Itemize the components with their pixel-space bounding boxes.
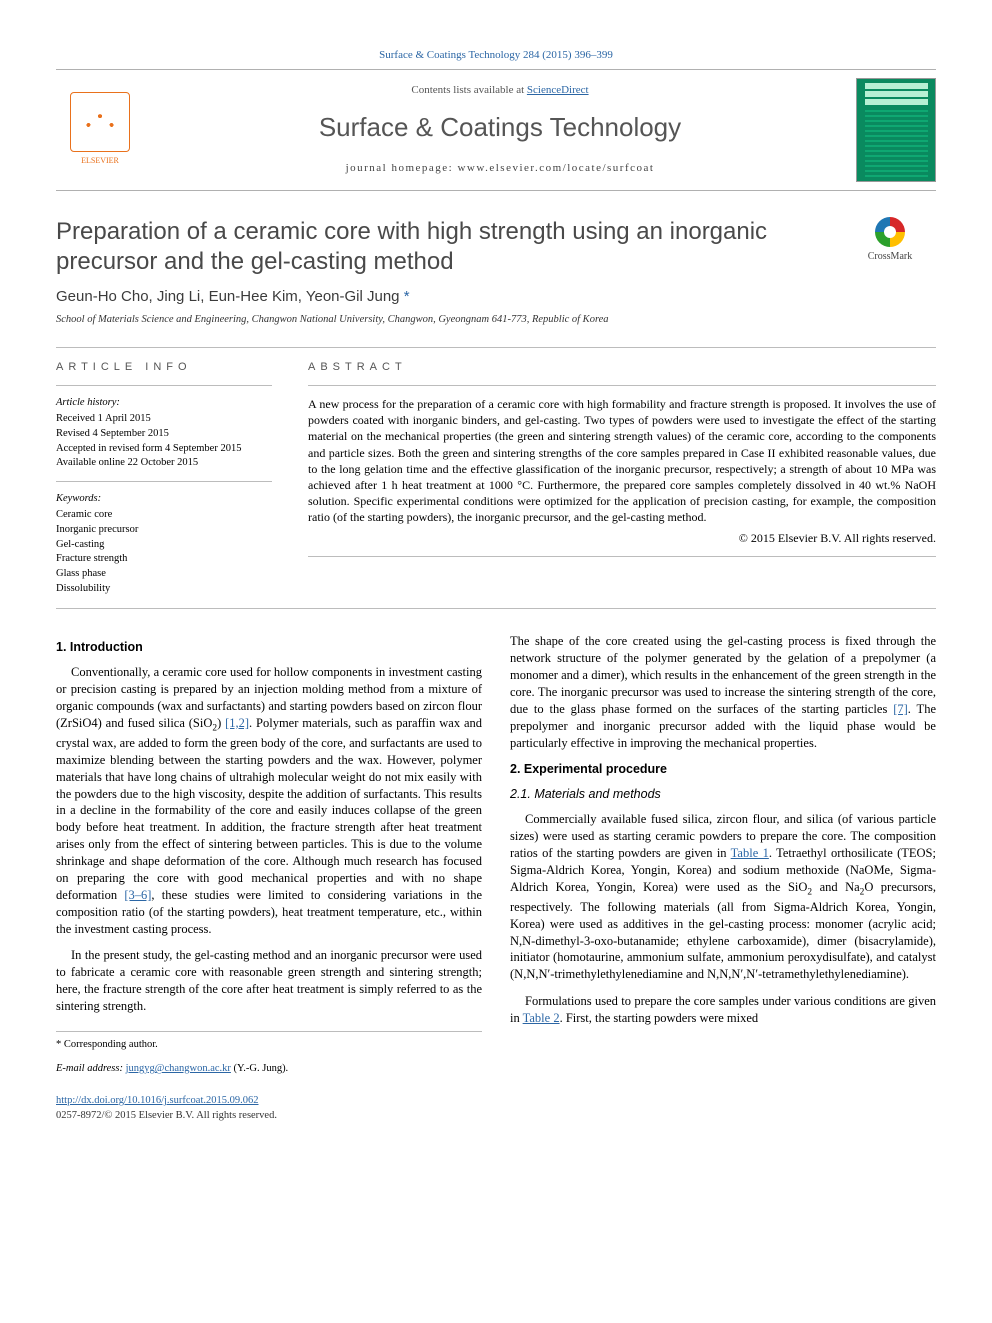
article-meta-row: article info Article history: Received 1… (56, 347, 936, 609)
keyword: Inorganic precursor (56, 523, 272, 538)
crossmark-badge[interactable]: CrossMark (844, 217, 936, 264)
page: Surface & Coatings Technology 284 (2015)… (0, 0, 992, 1163)
article-body: 1. Introduction Conventionally, a cerami… (56, 633, 936, 1076)
history-item: Revised 4 September 2015 (56, 427, 272, 442)
keywords-list: Ceramic core Inorganic precursor Gel-cas… (56, 508, 272, 596)
abstract-heading: abstract (308, 360, 936, 375)
abstract-column: abstract A new process for the preparati… (288, 348, 936, 608)
divider (56, 481, 272, 482)
section-heading-intro: 1. Introduction (56, 639, 482, 656)
keyword: Glass phase (56, 567, 272, 582)
corr-asterisk: * (56, 1039, 64, 1050)
title-row: Preparation of a ceramic core with high … (56, 217, 936, 277)
crossmark-icon (875, 217, 905, 247)
header-center: Contents lists available at ScienceDirec… (144, 83, 856, 176)
divider (308, 556, 936, 557)
body-text: The shape of the core created using the … (510, 634, 936, 716)
article-history: Received 1 April 2015 Revised 4 Septembe… (56, 412, 272, 471)
section-heading-experimental: 2. Experimental procedure (510, 761, 936, 778)
author-list: Geun-Ho Cho, Jing Li, Eun-Hee Kim, Yeon-… (56, 287, 936, 307)
body-text: ) (217, 716, 225, 730)
body-paragraph: The shape of the core created using the … (510, 633, 936, 751)
homepage-prefix: journal homepage: (346, 162, 458, 174)
body-text: . Polymer materials, such as paraffin wa… (56, 716, 482, 902)
keyword: Dissolubility (56, 582, 272, 597)
body-text: and Na (812, 880, 860, 894)
corr-footnote: * Corresponding author. (56, 1038, 482, 1052)
history-item: Available online 22 October 2015 (56, 456, 272, 471)
authors-text: Geun-Ho Cho, Jing Li, Eun-Hee Kim, Yeon-… (56, 288, 400, 305)
sciencedirect-link[interactable]: ScienceDirect (527, 84, 589, 96)
citation-link[interactable]: [1,2] (225, 716, 249, 730)
body-paragraph: Conventionally, a ceramic core used for … (56, 664, 482, 937)
body-text: O precursors, respectively. The followin… (510, 880, 936, 982)
subsection-heading-materials: 2.1. Materials and methods (510, 786, 936, 803)
issn-copyright: 0257-8972/© 2015 Elsevier B.V. All right… (56, 1109, 936, 1123)
journal-citation-link[interactable]: Surface & Coatings Technology 284 (2015)… (56, 48, 936, 63)
corresponding-author-footer: * Corresponding author. E-mail address: … (56, 1031, 482, 1076)
corr-email-line: E-mail address: jungyg@changwon.ac.kr (Y… (56, 1062, 482, 1076)
article-title: Preparation of a ceramic core with high … (56, 217, 844, 277)
corr-author-marker: * (400, 288, 410, 305)
abstract-copyright: © 2015 Elsevier B.V. All rights reserved… (308, 530, 936, 546)
journal-homepage-line: journal homepage: www.elsevier.com/locat… (154, 161, 846, 176)
corr-label-text: Corresponding author. (64, 1039, 158, 1050)
contents-prefix: Contents lists available at (411, 84, 526, 96)
table-link[interactable]: Table 1 (731, 846, 769, 860)
body-text: . First, the starting powders were mixed (560, 1011, 759, 1025)
homepage-url[interactable]: www.elsevier.com/locate/surfcoat (457, 162, 654, 174)
abstract-text: A new process for the preparation of a c… (308, 396, 936, 526)
keywords-label: Keywords: (56, 492, 272, 506)
doi-link[interactable]: http://dx.doi.org/10.1016/j.surfcoat.201… (56, 1095, 259, 1106)
citation-link[interactable]: [3–6] (124, 888, 151, 902)
divider (308, 385, 936, 386)
contents-line: Contents lists available at ScienceDirec… (154, 83, 846, 98)
journal-name: Surface & Coatings Technology (154, 110, 846, 145)
elsevier-wordmark: ELSEVIER (81, 156, 119, 167)
elsevier-tree-icon (70, 92, 130, 152)
keyword: Ceramic core (56, 508, 272, 523)
crossmark-label: CrossMark (868, 250, 912, 264)
table-link[interactable]: Table 2 (523, 1011, 560, 1025)
journal-cover-icon (856, 78, 936, 182)
history-item: Received 1 April 2015 (56, 412, 272, 427)
citation-link[interactable]: [7] (893, 702, 908, 716)
keyword: Gel-casting (56, 538, 272, 553)
journal-header: ELSEVIER Contents lists available at Sci… (56, 69, 936, 191)
body-paragraph: Commercially available fused silica, zir… (510, 811, 936, 983)
keyword: Fracture strength (56, 552, 272, 567)
email-tail: (Y.-G. Jung). (231, 1063, 288, 1074)
body-paragraph: In the present study, the gel-casting me… (56, 947, 482, 1015)
corr-email-link[interactable]: jungyg@changwon.ac.kr (126, 1063, 231, 1074)
doi-footer: http://dx.doi.org/10.1016/j.surfcoat.201… (56, 1094, 936, 1122)
affiliation: School of Materials Science and Engineer… (56, 313, 936, 327)
elsevier-logo-icon: ELSEVIER (56, 81, 144, 179)
history-item: Accepted in revised form 4 September 201… (56, 442, 272, 457)
article-info-column: article info Article history: Received 1… (56, 348, 288, 608)
body-paragraph: Formulations used to prepare the core sa… (510, 993, 936, 1027)
email-label: E-mail address: (56, 1063, 126, 1074)
article-info-heading: article info (56, 360, 272, 375)
divider (56, 385, 272, 386)
history-label: Article history: (56, 396, 272, 410)
